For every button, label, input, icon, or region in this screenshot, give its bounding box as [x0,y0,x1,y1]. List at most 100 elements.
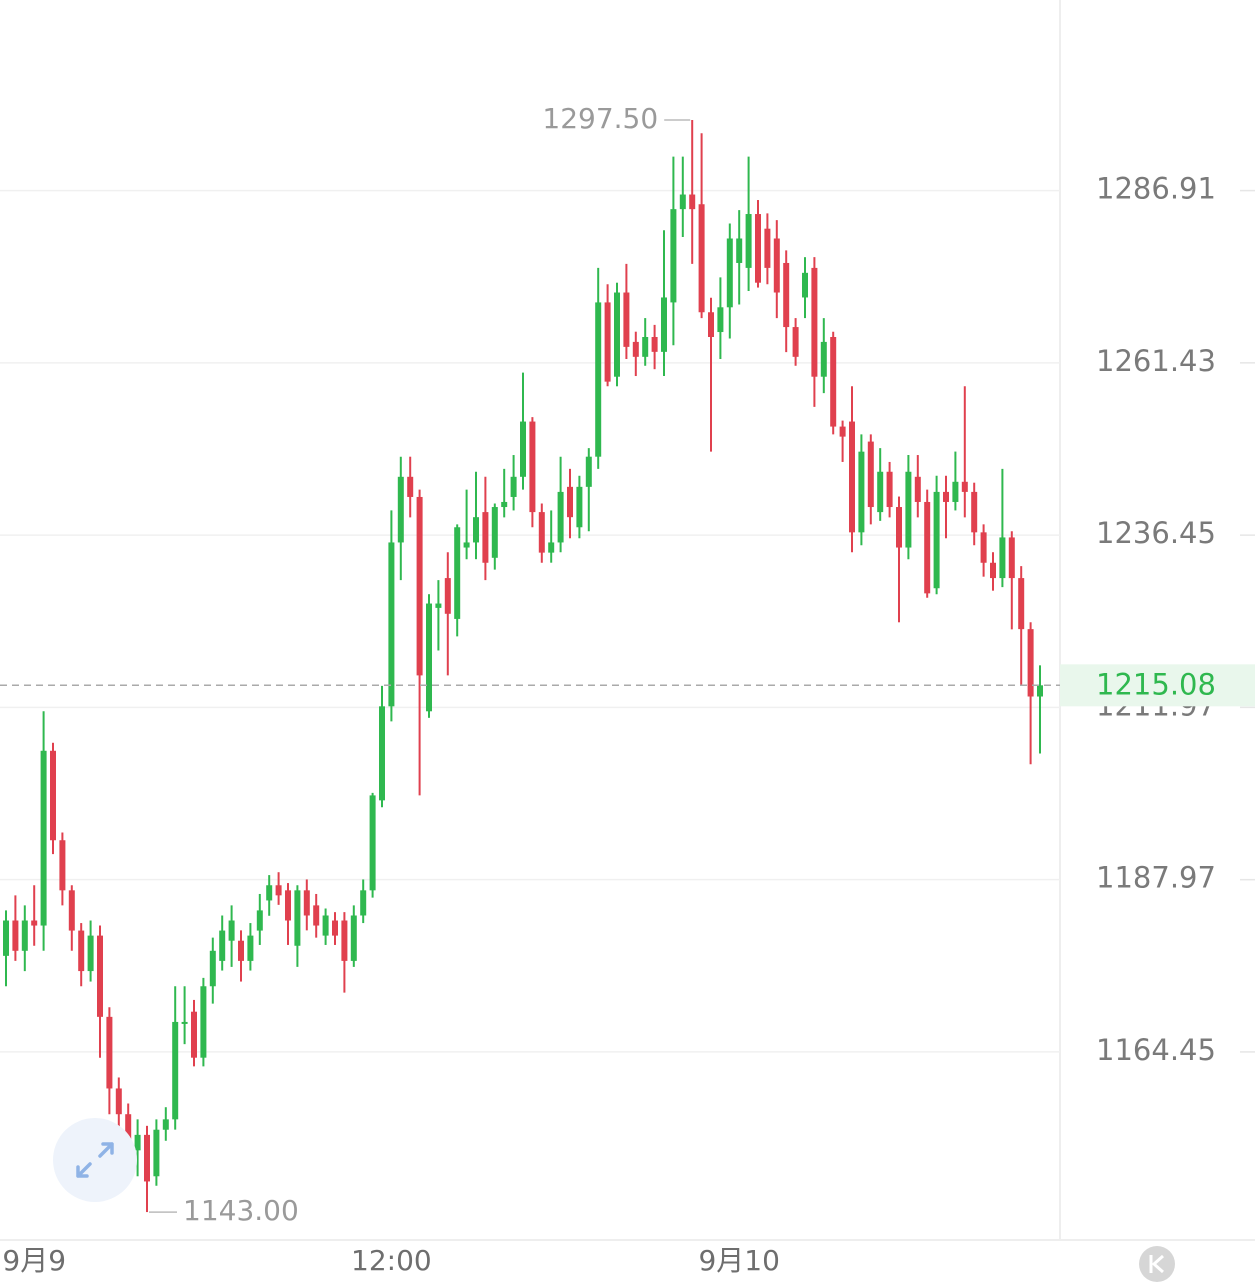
min-label: 1143.00 [183,1194,299,1227]
candle-body [623,292,630,347]
candle-body [473,517,479,543]
candle-body [275,885,282,896]
candle-body [50,750,56,841]
candle-body [914,476,921,502]
candle-body [961,481,968,492]
candle-body [360,890,367,916]
x-tick-label: 12:00 [351,1244,432,1277]
candle-body [219,930,226,961]
candle-body [708,312,714,337]
candle-body [567,486,573,518]
y-tick-label: 1261.43 [1096,344,1216,378]
candle-body [191,1011,197,1058]
candle-body [238,940,244,961]
candle-body [858,451,865,533]
candle-body [585,456,592,487]
candle-body [200,986,207,1058]
candle-body [379,706,385,801]
candle-body [454,527,461,619]
candle-body [642,336,649,357]
candle-body [407,476,414,497]
candle-body [736,238,743,263]
candle-body [905,471,912,548]
candle-body [12,920,19,951]
candle-body [783,262,790,328]
candle-body [886,471,893,508]
candle-body [557,491,564,543]
candle-body [1018,578,1025,630]
candle-body [426,603,432,712]
candle-body [651,336,658,352]
candle-body [134,1134,141,1151]
candle-body [933,491,940,589]
candle-body [877,471,884,513]
candle-body [717,307,724,333]
k-button-bg[interactable] [1139,1246,1175,1282]
candle-body [463,542,470,548]
candle-body [3,920,9,956]
zoom-button[interactable] [53,1118,137,1202]
candle-body [867,441,874,508]
candle-body [990,562,996,579]
candle-body [87,935,94,972]
last-price-box [1060,664,1255,707]
candle-body [604,302,611,382]
candle-body [181,1021,188,1024]
candle-body [153,1129,160,1177]
candle-body [726,238,733,308]
candle-body [529,421,536,513]
k-icon[interactable] [1149,1254,1164,1274]
candle-body [491,507,498,558]
candle-body [388,542,395,707]
y-tick-label: 1286.91 [1096,172,1216,206]
candle-body [482,512,489,563]
candle-body [68,890,75,931]
candle-body [576,486,583,528]
candle-body [792,327,799,357]
last-price-label: 1215.08 [1096,667,1216,701]
candle-body [538,512,545,553]
candle-body [294,890,301,946]
candle-body [971,491,978,533]
y-tick-label: 1164.45 [1096,1033,1216,1067]
y-tick-label: 1187.97 [1096,861,1216,895]
candle-body [839,426,846,437]
candle-body [999,537,1006,579]
candle-body [332,920,338,936]
x-tick-label: 9月10 [698,1244,779,1277]
candle-body [106,1016,113,1089]
candle-body [811,267,818,377]
zoom-button-bg[interactable] [53,1118,137,1202]
candle-body [313,905,320,926]
candle-body [896,507,902,548]
candle-body [943,491,949,502]
candle-body [520,421,526,477]
candle-body [247,935,254,961]
candle-body [830,336,837,427]
candle-body [802,272,808,298]
candle-body [266,885,273,901]
candle-body [78,930,85,972]
candle-body [369,795,376,891]
candle-body [115,1088,122,1115]
candle-body [689,194,696,210]
k-button[interactable] [1139,1246,1175,1282]
candle-body [162,1119,169,1130]
candle-body [773,238,780,293]
candle-body [510,476,517,497]
candle-body [670,209,677,303]
candle-body [59,840,66,891]
zoom-icon[interactable] [76,1142,114,1178]
candle-body [303,890,310,916]
candle-body [849,421,855,533]
candle-body [924,501,931,594]
candle-body [125,1114,132,1151]
candle-body [416,496,423,676]
x-tick-label: 9月9 [2,1244,66,1277]
candle-body [31,920,38,926]
candle-body [256,910,263,931]
candle-body [172,1021,179,1120]
candle-body [1037,685,1043,697]
y-tick-label: 1236.45 [1096,516,1216,550]
